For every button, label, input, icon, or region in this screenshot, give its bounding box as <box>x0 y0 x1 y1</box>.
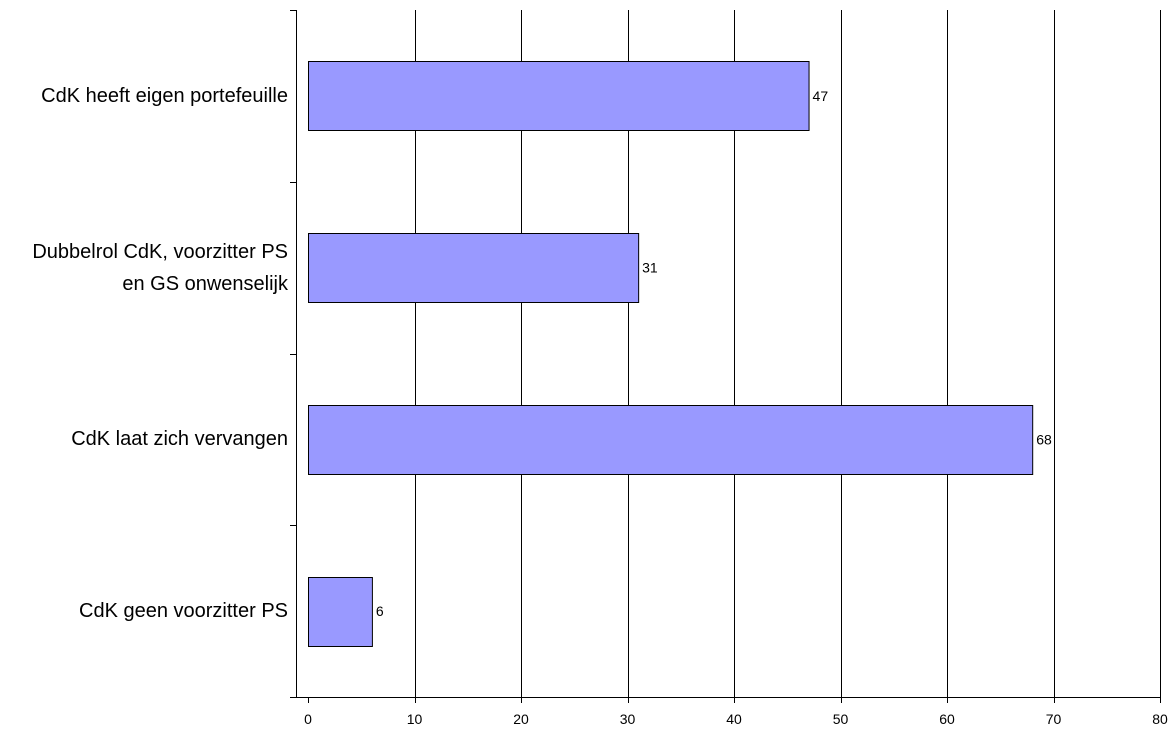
x-tick-label: 50 <box>833 711 849 727</box>
bar <box>308 405 1034 475</box>
data-label: 31 <box>642 260 658 276</box>
category-label: CdK laat zich vervangen <box>71 428 288 451</box>
bar <box>308 61 810 131</box>
x-tick-label: 0 <box>304 711 312 727</box>
data-label: 47 <box>813 88 829 104</box>
x-tick-label: 80 <box>1152 711 1168 727</box>
category-label: Dubbelrol CdK, voorzitter PS en GS onwen… <box>32 240 288 295</box>
x-tick-label: 70 <box>1046 711 1062 727</box>
category-label: CdK heeft eigen portefeuille <box>41 84 288 107</box>
data-label: 6 <box>376 603 384 619</box>
x-tick-label: 30 <box>620 711 636 727</box>
data-label: 68 <box>1036 431 1052 447</box>
category-label: CdK geen voorzitter PS <box>79 600 288 623</box>
bar <box>308 233 640 303</box>
x-tick-label: 60 <box>939 711 955 727</box>
x-tick-label: 20 <box>513 711 529 727</box>
x-tick-label: 10 <box>407 711 423 727</box>
x-tick-label: 40 <box>726 711 742 727</box>
bar <box>308 577 373 647</box>
